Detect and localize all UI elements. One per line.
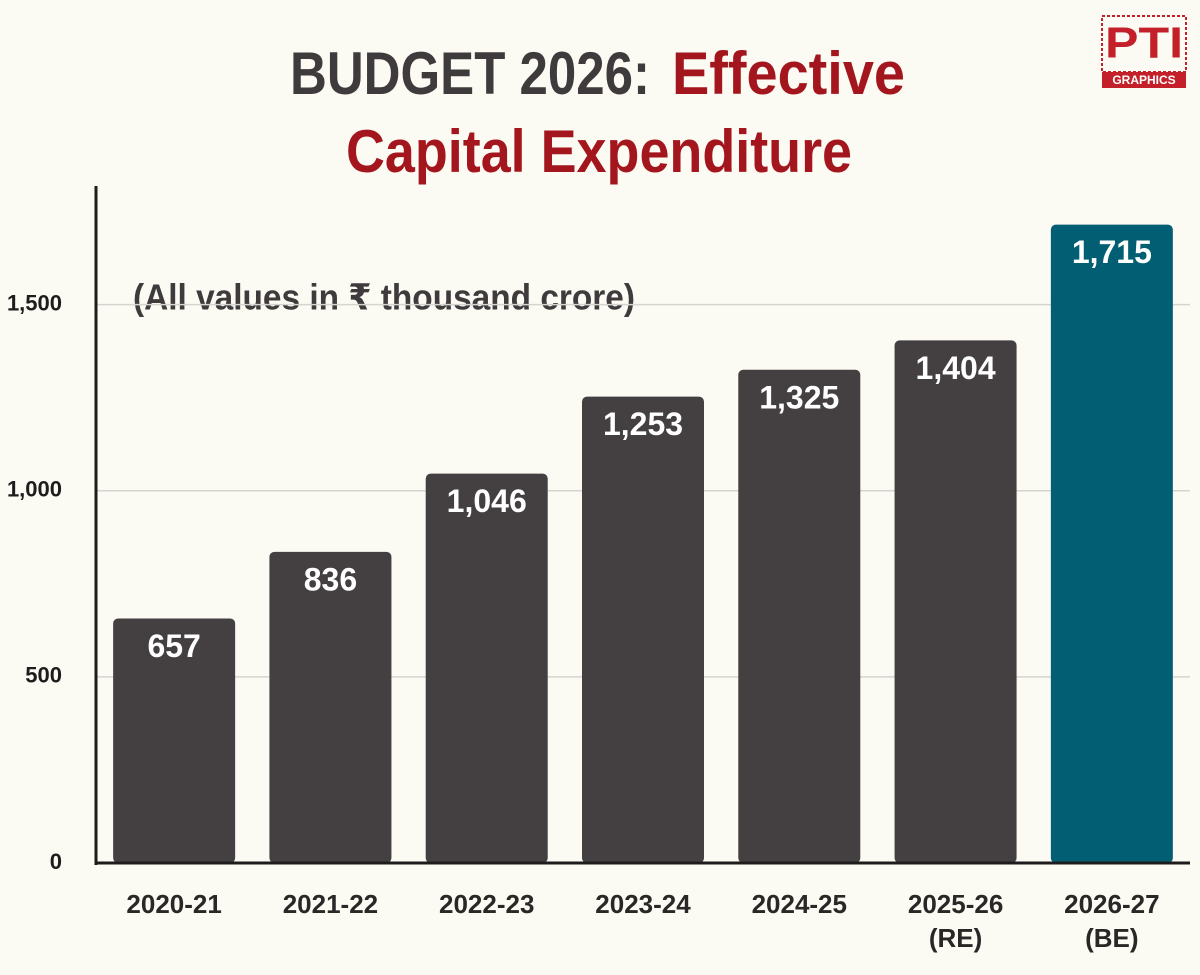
bar [113, 618, 236, 863]
bar [738, 369, 861, 863]
y-tick-label: 1,500 [7, 290, 62, 315]
value-label: 1,325 [759, 379, 839, 415]
bar [582, 396, 704, 863]
value-label: 1,046 [447, 483, 527, 519]
x-tick-label: 2024-25 [752, 889, 847, 919]
logo-box [1101, 15, 1187, 73]
bar [269, 551, 392, 863]
value-label: 657 [147, 628, 200, 664]
logo-sub: GRAPHICS [1112, 73, 1175, 87]
x-tick-label: 2021-22 [283, 889, 378, 919]
x-tick-label: 2022-23 [439, 889, 534, 919]
logo-band [1102, 72, 1186, 88]
logo: PTI GRAPHICS [1101, 15, 1187, 88]
x-tick-label: 2025-26 (RE) [908, 889, 1003, 953]
bar [425, 473, 548, 863]
x-tick-label: 2023-24 [595, 889, 691, 919]
bar [894, 340, 1017, 863]
x-tick-label: 2020-21 [126, 889, 221, 919]
y-tick-label: 500 [25, 663, 62, 688]
value-label: 1,404 [916, 350, 996, 386]
y-tick-label: 0 [50, 849, 62, 874]
value-label: 836 [304, 561, 357, 597]
annotation: (All values in ₹ thousand crore) [133, 277, 635, 318]
chart-title: Effective [672, 40, 905, 107]
logo-name: PTI [1105, 19, 1183, 68]
y-tick-label: 1,000 [7, 477, 62, 502]
value-label: 1,253 [603, 406, 683, 442]
chart-title: BUDGET 2026: [290, 40, 650, 107]
bar [1050, 224, 1173, 863]
value-label: 1,715 [1072, 234, 1152, 270]
x-tick-label: 2026-27 (BE) [1064, 889, 1159, 953]
chart-title: Capital Expenditure [346, 118, 852, 185]
